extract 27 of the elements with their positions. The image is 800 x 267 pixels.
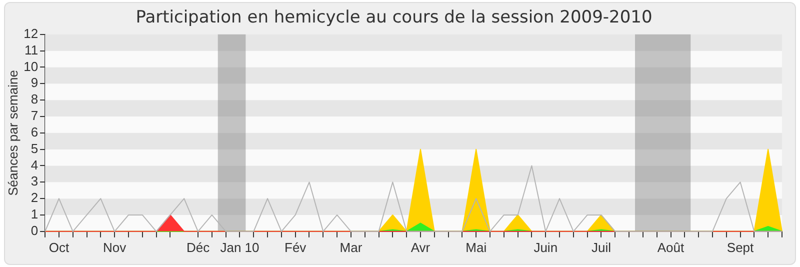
y-tick-label: 1	[30, 206, 38, 222]
x-tick-label: Mar	[340, 240, 363, 255]
x-tick-label: Oct	[48, 240, 70, 255]
x-tick-label: Fév	[284, 240, 307, 255]
y-tick-label: 4	[30, 157, 38, 172]
y-tick-label: 12	[24, 26, 38, 41]
x-tick-label: Avr	[410, 240, 431, 255]
y-tick-label: 8	[30, 92, 38, 107]
y-tick-label: 9	[30, 75, 38, 90]
x-tick-label: Jan 10	[220, 240, 260, 255]
y-tick-label: 2	[30, 190, 38, 206]
x-tick-label: Nov	[103, 240, 127, 255]
x-tick-label: Juin	[534, 240, 558, 255]
y-tick-label: 6	[30, 124, 38, 140]
x-tick-label: Mai	[466, 240, 487, 255]
y-tick-label: 5	[30, 140, 38, 156]
x-tick-label: Déc	[186, 240, 210, 255]
x-tick-label: Août	[657, 240, 685, 255]
y-tick-label: 3	[30, 174, 38, 189]
y-tick-label: 0	[30, 222, 38, 238]
chart-title: Participation en hemicycle au cours de la session 2009-2010	[136, 8, 652, 28]
x-tick-label: Sept	[726, 240, 754, 255]
y-tick-label: 10	[24, 58, 38, 74]
y-tick-label: 7	[30, 108, 38, 124]
y-tick-label: 11	[24, 42, 38, 58]
y-axis-title: Séances par semaine	[5, 70, 20, 196]
x-tick-label: Juil	[591, 240, 612, 255]
